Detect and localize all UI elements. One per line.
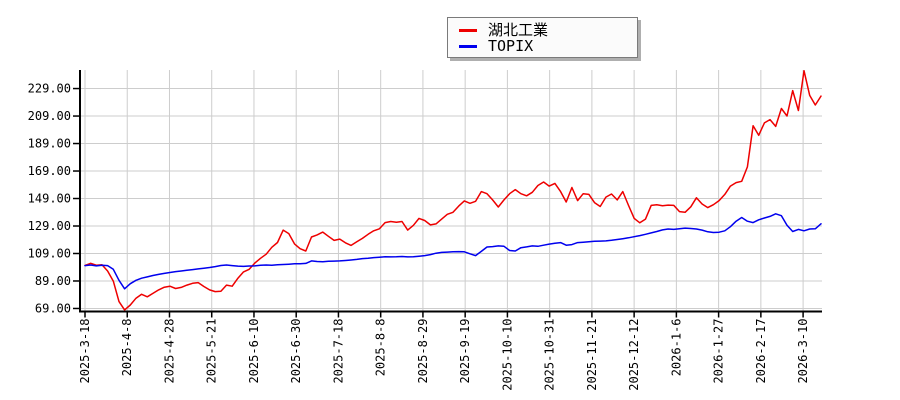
x-axis-tick-label: 2025-8-8 xyxy=(374,319,388,377)
legend-label: 湖北工業 xyxy=(488,21,549,39)
x-axis-tick-label: 2025-7-18 xyxy=(331,319,345,384)
x-axis-tick-label: 2025-6-10 xyxy=(247,319,261,384)
y-axis-tick-label: 209.00 xyxy=(28,109,71,123)
y-axis-tick-label: 69.00 xyxy=(35,301,71,315)
y-axis-tick-label: 89.00 xyxy=(35,274,71,288)
legend-label: TOPIX xyxy=(488,37,534,55)
legend-item-kohoku: 湖北工業 xyxy=(459,22,631,38)
series-line-TOPIX xyxy=(84,213,822,290)
y-axis-tick-label: 129.00 xyxy=(28,219,71,233)
legend: 湖北工業 TOPIX xyxy=(447,17,638,58)
y-axis-tick-label: 109.00 xyxy=(28,246,71,260)
axis-lines xyxy=(79,70,822,313)
x-axis-tick-label: 2026-1-27 xyxy=(712,319,726,384)
y-axis-tick-label: 189.00 xyxy=(28,137,71,151)
x-axis-tick-label: 2025-11-21 xyxy=(585,319,599,391)
legend-item-topix: TOPIX xyxy=(459,38,631,54)
x-axis-tick-label: 2025-9-19 xyxy=(458,319,472,384)
x-axis-tick-label: 2025-10-31 xyxy=(543,319,557,391)
y-axis-tick-label: 229.00 xyxy=(28,82,71,96)
x-axis-tick-label: 2025-6-30 xyxy=(289,319,303,384)
x-axis-tick-label: 2025-10-10 xyxy=(500,318,514,390)
x-axis-tick-label: 2026-2-17 xyxy=(754,319,768,384)
legend-line-swatch-blue xyxy=(459,44,477,48)
y-axis-tick-label: 149.00 xyxy=(28,192,71,206)
x-axis-tick-label: 2026-1-6 xyxy=(669,319,683,377)
x-axis-tick-label: 2025-12-12 xyxy=(627,319,641,391)
x-axis-tick-label: 2025-4-28 xyxy=(162,319,176,384)
x-axis-tick-label: 2025-4-8 xyxy=(120,319,134,377)
x-axis-tick-label: 2025-5-21 xyxy=(205,319,219,384)
x-axis-tick-label: 2025-8-29 xyxy=(416,319,430,384)
x-axis-tick-label: 2025-3-18 xyxy=(78,319,92,384)
y-axis-tick-label: 169.00 xyxy=(28,164,71,178)
series-line-湖北工業 xyxy=(84,69,822,311)
legend-line-swatch-red xyxy=(459,28,477,32)
x-axis-tick-label: 2026-3-10 xyxy=(796,319,810,384)
